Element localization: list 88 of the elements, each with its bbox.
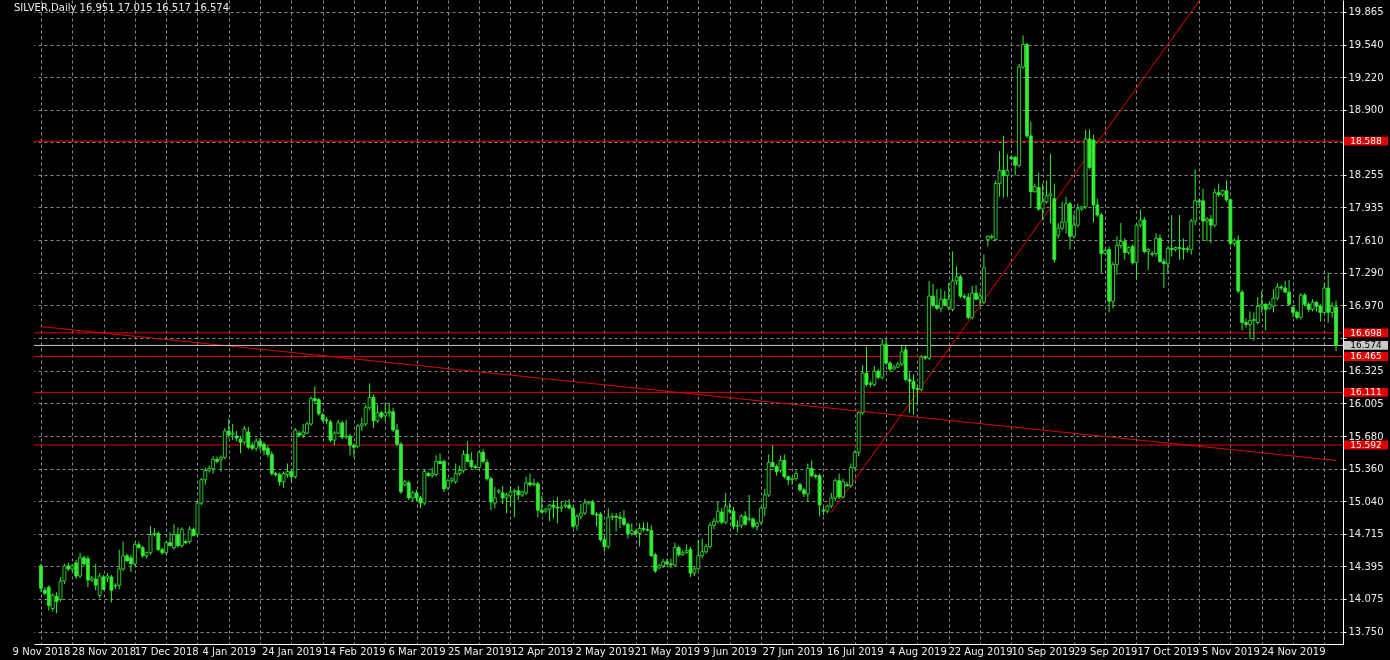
x-tick-label: 29 Sep 2019 xyxy=(1074,645,1138,657)
candlestick xyxy=(156,530,161,552)
candlestick xyxy=(672,542,677,567)
y-tick-label: 18.900 xyxy=(1348,104,1384,116)
x-tick-label: 4 Aug 2019 xyxy=(889,645,947,657)
candlestick xyxy=(172,523,176,551)
candlestick xyxy=(524,476,528,496)
candlestick xyxy=(782,453,787,480)
x-tick-label: 6 Mar 2019 xyxy=(388,645,446,657)
y-tick-label: 15.360 xyxy=(1348,463,1384,475)
candlestick xyxy=(966,292,971,320)
candlestick xyxy=(911,373,916,416)
y-tick-label: 19.865 xyxy=(1348,6,1384,18)
candlestick xyxy=(97,572,102,599)
candlestick xyxy=(258,437,262,451)
candlestick xyxy=(841,478,845,500)
ref-line-label: 16.111 xyxy=(1350,387,1382,398)
y-tick-label: 14.075 xyxy=(1348,593,1384,605)
y-tick-label: 16.325 xyxy=(1348,365,1384,377)
x-tick-label: 21 May 2019 xyxy=(634,645,701,657)
candlestick xyxy=(1248,310,1252,340)
candlestick xyxy=(78,552,82,579)
x-tick-label: 17 Oct 2019 xyxy=(1137,645,1200,657)
candlestick xyxy=(262,441,266,456)
x-tick-label: 14 Feb 2019 xyxy=(323,645,386,657)
ref-line-label: 18.588 xyxy=(1350,136,1383,147)
candlestick xyxy=(935,288,939,311)
candlestick xyxy=(1122,237,1127,261)
candlestick xyxy=(1154,232,1158,258)
candlestick xyxy=(618,511,622,529)
y-tick-label: 14.715 xyxy=(1348,528,1384,540)
y-tick-label: 17.610 xyxy=(1348,234,1384,246)
x-tick-label: 4 Jan 2019 xyxy=(202,645,257,657)
x-tick-label: 10 Sep 2019 xyxy=(1011,645,1075,657)
y-tick-label: 17.290 xyxy=(1348,267,1384,279)
candlestick xyxy=(837,473,842,500)
candlestick xyxy=(1291,305,1295,318)
candlestick xyxy=(614,512,618,532)
x-tick-label: 2 May 2019 xyxy=(575,645,635,657)
x-tick-label: 28 Nov 2018 xyxy=(72,645,137,657)
candlestick xyxy=(461,449,466,474)
candlestick xyxy=(176,526,180,549)
candlestick xyxy=(1287,279,1291,306)
y-tick-label: 19.220 xyxy=(1348,71,1384,83)
candlestick xyxy=(731,506,736,530)
y-tick-label: 13.750 xyxy=(1348,626,1384,638)
candlestick xyxy=(301,423,305,439)
y-tick-label: 17.935 xyxy=(1348,201,1384,213)
candlestick xyxy=(46,584,51,612)
ref-line-label: 16.465 xyxy=(1350,351,1382,362)
y-tick-label: 14.395 xyxy=(1348,560,1384,572)
candlestick xyxy=(571,505,575,529)
x-tick-label: 24 Nov 2019 xyxy=(1261,645,1326,657)
candlestick xyxy=(1040,183,1045,221)
candlestick xyxy=(434,454,439,478)
ref-line-label: 15.592 xyxy=(1350,440,1382,451)
chart-title: SILVER,Daily 16.951 17.015 16.517 16.574 xyxy=(14,2,230,13)
candlestick xyxy=(1064,196,1068,234)
x-tick-label: 12 Apr 2019 xyxy=(511,645,574,657)
x-tick-label: 27 Jun 2019 xyxy=(762,645,823,657)
candlestick xyxy=(211,455,215,475)
x-tick-label: 5 Nov 2019 xyxy=(1202,645,1260,657)
x-tick-label: 9 Nov 2018 xyxy=(12,645,71,657)
ref-line-label: 16.698 xyxy=(1350,327,1383,338)
candlestick xyxy=(512,488,517,518)
x-tick-label: 25 Mar 2019 xyxy=(447,645,512,657)
candlestick xyxy=(1001,135,1006,199)
ref-line-label: 16.574 xyxy=(1350,340,1383,351)
candlestick xyxy=(179,526,184,549)
candlestick xyxy=(938,288,943,313)
y-tick-label: 16.970 xyxy=(1348,299,1384,311)
y-tick-label: 15.040 xyxy=(1348,495,1384,507)
y-tick-label: 18.255 xyxy=(1348,169,1384,181)
candlestick xyxy=(1201,188,1205,241)
candlestick xyxy=(708,521,712,550)
y-tick-label: 15.680 xyxy=(1348,430,1384,442)
candlestick xyxy=(39,563,43,593)
x-tick-label: 24 Jan 2019 xyxy=(261,645,322,657)
candlestick xyxy=(551,499,556,519)
x-tick-label: 16 Jul 2019 xyxy=(826,645,884,657)
x-tick-label: 22 Aug 2019 xyxy=(948,645,1013,657)
x-tick-label: 9 Jun 2019 xyxy=(703,645,757,657)
candlestick xyxy=(74,559,79,580)
candlestick xyxy=(340,420,345,440)
candlestick xyxy=(328,419,333,443)
y-tick-label: 19.540 xyxy=(1348,39,1384,51)
candlestick xyxy=(86,555,90,588)
y-tick-label: 16.005 xyxy=(1348,397,1384,409)
